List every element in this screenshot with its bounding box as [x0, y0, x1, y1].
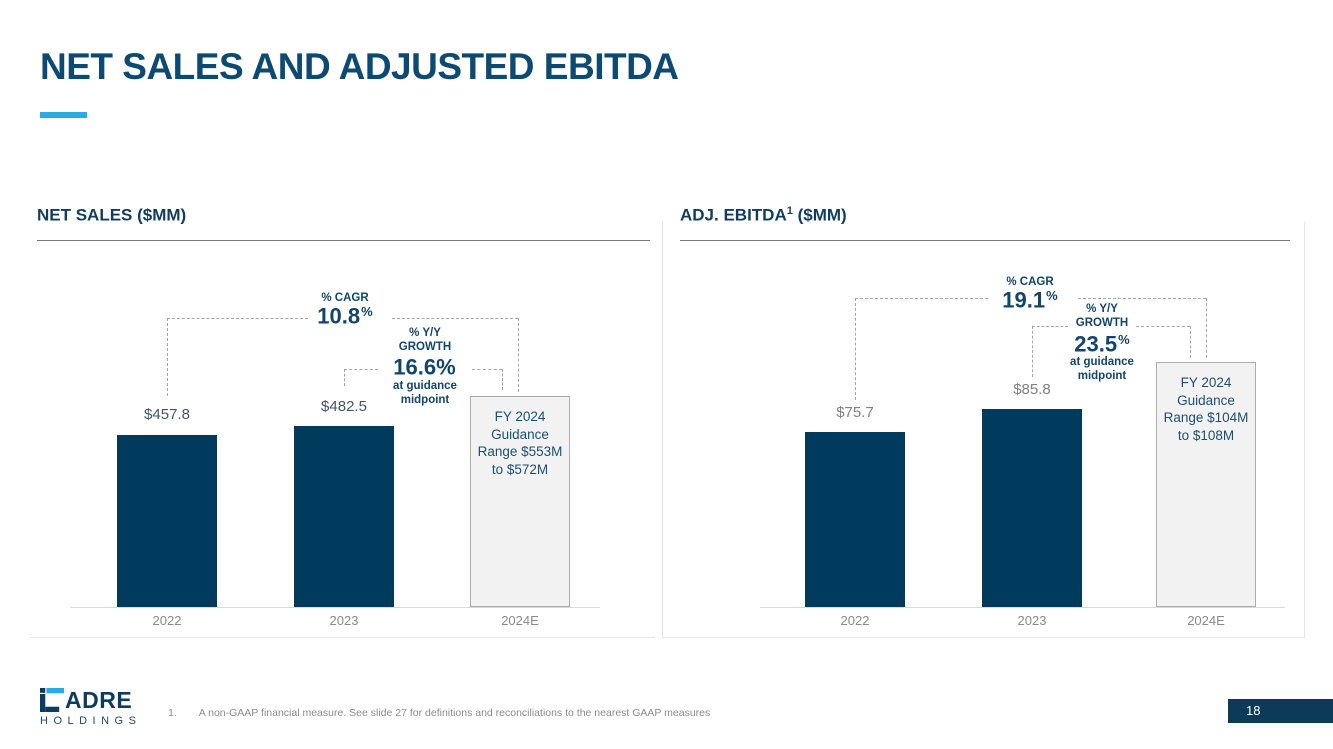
cagr-bracket-line — [167, 318, 308, 319]
yoy-bracket-line — [1032, 326, 1068, 327]
bar-2022 — [117, 435, 217, 607]
cagr-bracket-line — [855, 298, 856, 400]
yoy-growth-label: % Y/Y — [409, 327, 441, 339]
page-number: 18 — [1246, 703, 1261, 718]
cagr-value-number: 10.8 — [317, 303, 361, 329]
page-title: NET SALES AND ADJUSTED EBITDA — [40, 46, 679, 87]
cagr-bracket-line — [392, 318, 518, 319]
cagr-value: 19.1% — [970, 287, 1090, 313]
yoy-value-number: 16.6% — [393, 354, 456, 380]
net-sales-chart-title: NET SALES ($MM) — [37, 205, 186, 226]
yoy-growth-label: % Y/Y — [1086, 303, 1118, 315]
guidance-range-text: FY 2024 Guidance Range $104M to $108M — [1163, 375, 1249, 443]
x-axis-label: 2022 — [840, 613, 870, 628]
yoy-bracket-line — [1136, 326, 1190, 327]
cagr-label: % CAGR — [321, 292, 369, 304]
cagr-value-percent-sup: % — [1046, 288, 1058, 303]
yoy-guidance-note: midpoint — [1077, 370, 1127, 382]
logo-subtext: HOLDINGS — [40, 715, 142, 727]
yoy-bracket-line — [344, 369, 345, 386]
chart-title-sup: 1 — [786, 205, 793, 217]
yoy-value-percent-sup: % — [1118, 332, 1130, 347]
x-axis-line — [70, 607, 600, 608]
cagr-bracket-line — [1078, 298, 1206, 299]
yoy-bracket-line — [344, 369, 378, 370]
yoy-value-number: 23.5 — [1074, 331, 1118, 357]
adj-ebitda-chart-title: ADJ. EBITDA1 ($MM) — [680, 205, 847, 226]
cagr-bracket-line — [167, 318, 168, 396]
yoy-growth-label: GROWTH — [398, 341, 452, 353]
adj-ebitda-panel-border — [662, 222, 1305, 638]
x-axis-label: 2024E — [501, 613, 539, 628]
footnote: 1. A non-GAAP financial measure. See slid… — [168, 707, 710, 719]
x-axis-label: 2023 — [1017, 613, 1047, 628]
yoy-growth-value: 16.6% — [365, 354, 485, 380]
yoy-guidance-note: at guidance — [393, 380, 457, 392]
bar-2023 — [294, 426, 394, 607]
net-sales-panel-bottom-border — [30, 637, 655, 638]
title-accent-bar — [40, 112, 87, 118]
x-axis-label: 2022 — [152, 613, 182, 628]
bar-2022 — [805, 432, 905, 607]
cagr-value: 10.8% — [285, 303, 405, 329]
cagr-label: % CAGR — [1006, 276, 1054, 288]
adj-ebitda-title-rule — [680, 240, 1290, 241]
page-number-badge: 18 — [1228, 699, 1333, 723]
yoy-bracket-line — [502, 369, 503, 390]
net-sales-title-rule — [37, 240, 650, 241]
logo-wordmark-row: ADRE — [40, 688, 141, 712]
cagr-bracket-line — [518, 318, 519, 392]
x-axis-line — [760, 607, 1285, 608]
x-axis-label: 2023 — [329, 613, 359, 628]
yoy-guidance-note: at guidance — [1070, 356, 1134, 368]
x-axis-label: 2024E — [1187, 613, 1225, 628]
yoy-bracket-line — [1190, 326, 1191, 358]
yoy-growth-value: 23.5% — [1042, 331, 1162, 357]
cagr-bracket-line — [855, 298, 988, 299]
cadre-logo: ADRE HOLDINGS — [40, 688, 141, 727]
guidance-range-bar: FY 2024 Guidance Range $104M to $108M — [1156, 362, 1256, 607]
yoy-bracket-line — [472, 369, 502, 370]
bar-value-label: $457.8 — [144, 406, 190, 423]
cagr-value-number: 19.1 — [1002, 287, 1046, 313]
chart-title-text: NET SALES ($MM) — [37, 205, 187, 225]
yoy-guidance-note: midpoint — [400, 394, 450, 406]
bar-value-label: $75.7 — [836, 404, 874, 421]
chart-title-text: ADJ. EBITDA — [680, 205, 787, 225]
cadre-logo-mark-icon — [40, 688, 64, 712]
cagr-bracket-line — [1206, 298, 1207, 358]
footnote-index: 1. — [168, 707, 177, 719]
chart-title-suffix: ($MM) — [792, 205, 847, 225]
bar-value-label: $85.8 — [1013, 381, 1051, 398]
footnote-text: A non-GAAP financial measure. See slide … — [198, 707, 711, 719]
cagr-value-percent-sup: % — [361, 304, 373, 319]
yoy-bracket-line — [1032, 326, 1033, 377]
guidance-range-bar: FY 2024 Guidance Range $553M to $572M — [470, 396, 570, 607]
guidance-range-text: FY 2024 Guidance Range $553M to $572M — [477, 409, 563, 477]
bar-value-label: $482.5 — [321, 398, 367, 415]
yoy-growth-label: GROWTH — [1075, 317, 1129, 329]
logo-wordmark: ADRE — [65, 687, 133, 713]
bar-2023 — [982, 409, 1082, 607]
